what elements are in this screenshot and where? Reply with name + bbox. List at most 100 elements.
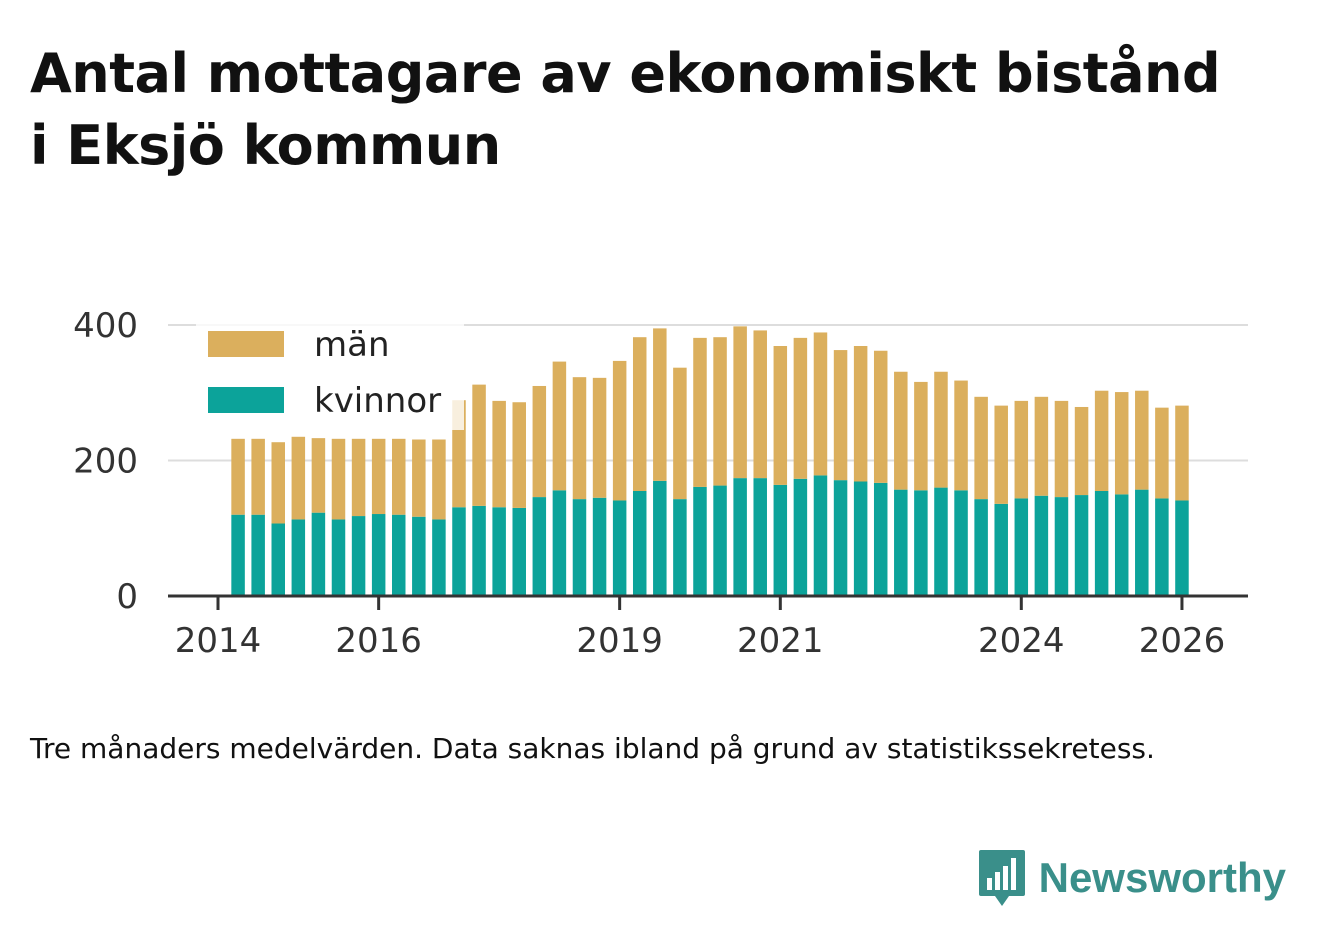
bar-man xyxy=(653,328,667,481)
x-tick-label: 2024 xyxy=(978,621,1065,661)
bar-kvinnor xyxy=(1155,498,1169,596)
brand-name: Newsworthy xyxy=(1038,854,1286,901)
bar-kvinnor xyxy=(813,475,828,596)
title-line-1: Antal mottagare av ekonomiskt bistånd xyxy=(30,42,1221,105)
bar-man xyxy=(873,350,888,483)
bar-kvinnor xyxy=(612,500,627,596)
bar-man xyxy=(1034,396,1049,496)
bar-kvinnor xyxy=(412,516,426,596)
bar-man xyxy=(251,438,265,515)
bar-kvinnor xyxy=(793,478,808,596)
bars xyxy=(231,326,1189,596)
bar-kvinnor xyxy=(653,480,667,596)
bar-kvinnor xyxy=(974,499,988,596)
title-line-2: i Eksjö kommun xyxy=(30,114,501,177)
bar-man xyxy=(713,337,727,486)
bar-kvinnor xyxy=(311,512,326,596)
bar-man xyxy=(512,402,526,508)
bar-kvinnor xyxy=(231,514,245,596)
bar-kvinnor xyxy=(532,497,547,596)
x-tick-label: 2016 xyxy=(335,621,422,661)
legend-swatch-man xyxy=(208,331,284,357)
bar-man xyxy=(974,396,988,500)
bar-man xyxy=(753,330,767,479)
bar-man xyxy=(1114,392,1129,495)
bar-man xyxy=(894,371,908,490)
newsworthy-logo-icon xyxy=(978,850,1025,906)
bar-man xyxy=(1014,400,1029,499)
bar-kvinnor xyxy=(391,514,406,596)
bar-kvinnor xyxy=(291,519,306,596)
bar-kvinnor xyxy=(873,482,888,596)
bar-man xyxy=(552,361,567,491)
legend-swatch-kvinnor xyxy=(208,387,284,413)
bar-kvinnor xyxy=(1014,498,1029,596)
bar-man xyxy=(934,371,948,488)
bar-kvinnor xyxy=(853,481,868,596)
bar-kvinnor xyxy=(833,480,848,596)
bar-kvinnor xyxy=(1114,494,1129,596)
bar-man xyxy=(1054,400,1069,498)
bar-kvinnor xyxy=(572,499,587,596)
bar-kvinnor xyxy=(954,490,968,596)
bar-man xyxy=(833,350,848,481)
bar-man xyxy=(954,380,968,491)
bar-man xyxy=(492,400,506,508)
x-tick-label: 2014 xyxy=(175,621,262,661)
bar-man xyxy=(291,436,306,520)
bar-man xyxy=(773,346,788,485)
bar-man xyxy=(632,337,647,491)
bar-kvinnor xyxy=(351,516,366,596)
bar-man xyxy=(673,367,687,500)
bar-man xyxy=(271,442,285,524)
bar-kvinnor xyxy=(371,514,386,596)
axes: 0 200 400 2014 2016 2019 2021 2024 2026 xyxy=(73,306,1248,661)
bar-man xyxy=(1135,390,1149,490)
bar-kvinnor xyxy=(693,486,707,596)
bar-kvinnor xyxy=(773,484,788,596)
legend-label-kvinnor: kvinnor xyxy=(314,381,441,421)
bar-kvinnor xyxy=(733,478,747,596)
bar-man xyxy=(472,384,486,506)
bar-man xyxy=(693,337,707,487)
bar-man xyxy=(853,346,868,482)
chart-title: Antal mottagare av ekonomiskt bistånd i … xyxy=(30,38,1300,182)
stacked-bar-chart: män kvinnor 0 200 400 2014 2016 2019 2021 2024 2… xyxy=(73,306,1248,661)
bar-man xyxy=(311,438,326,513)
bar-kvinnor xyxy=(1074,495,1089,596)
bar-man xyxy=(994,405,1008,504)
bar-kvinnor xyxy=(673,499,687,596)
bar-man xyxy=(914,381,928,491)
bar-kvinnor xyxy=(894,489,908,596)
bar-kvinnor xyxy=(713,485,727,596)
bar-kvinnor xyxy=(492,507,506,596)
bar-man xyxy=(412,439,426,517)
bar-kvinnor xyxy=(1175,500,1189,596)
bar-man xyxy=(1094,390,1109,491)
y-tick-label: 400 xyxy=(73,306,138,346)
bar-man xyxy=(592,377,607,498)
legend: män kvinnor xyxy=(196,322,464,430)
bar-kvinnor xyxy=(432,519,446,596)
brand-logo: Newsworthy xyxy=(977,848,1286,908)
bar-man xyxy=(1155,407,1169,499)
bar-kvinnor xyxy=(452,507,466,596)
bar-kvinnor xyxy=(1135,489,1149,596)
bar-kvinnor xyxy=(994,503,1008,596)
bar-man xyxy=(612,360,627,501)
bar-kvinnor xyxy=(1094,490,1109,596)
bar-kvinnor xyxy=(592,497,607,596)
bar-man xyxy=(432,439,446,520)
bar-man xyxy=(231,438,245,515)
bar-man xyxy=(733,326,747,479)
bar-man xyxy=(793,337,808,479)
bar-man xyxy=(813,332,828,476)
bar-kvinnor xyxy=(934,487,948,596)
y-tick-label: 200 xyxy=(73,442,138,482)
bar-man xyxy=(391,438,406,515)
bar-man xyxy=(1074,406,1089,496)
bar-kvinnor xyxy=(251,514,265,596)
bar-man xyxy=(532,385,547,498)
bar-man xyxy=(572,377,587,500)
y-tick-label: 0 xyxy=(116,577,138,617)
